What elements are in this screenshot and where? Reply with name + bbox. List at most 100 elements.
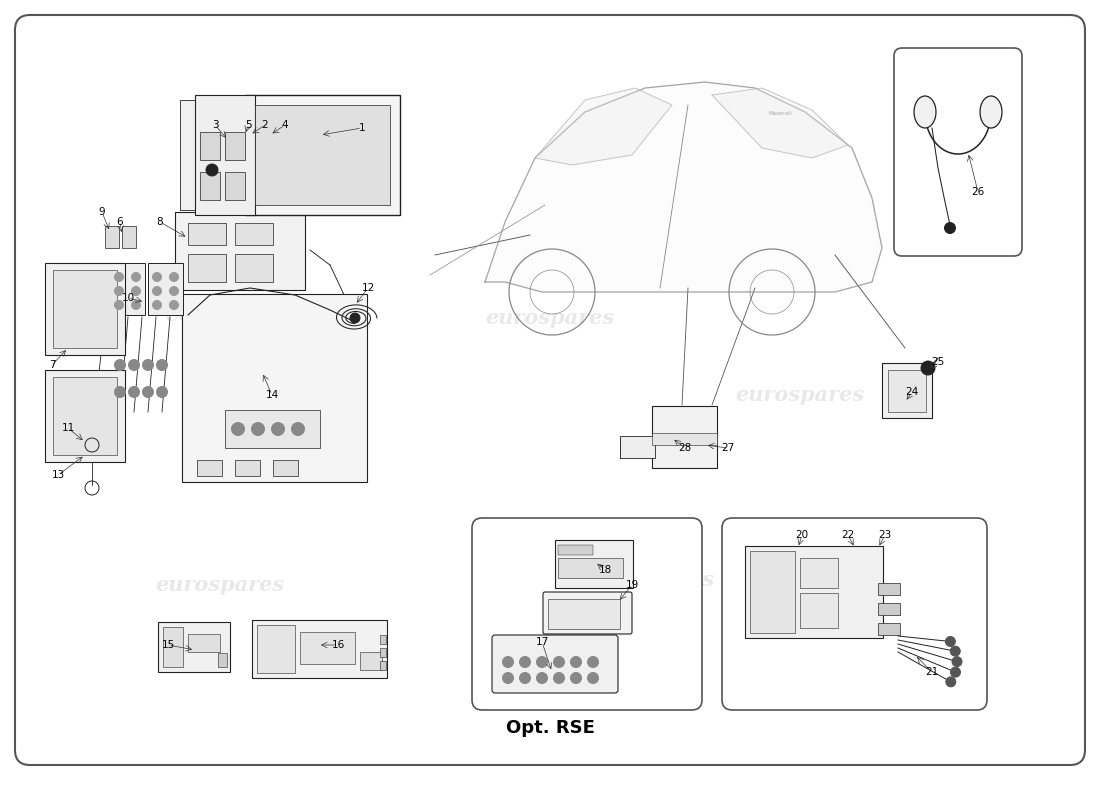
Circle shape [571,657,582,667]
Text: 5: 5 [244,120,251,130]
Bar [180,100,198,210]
Circle shape [132,301,141,310]
Circle shape [114,273,123,282]
Circle shape [553,673,564,683]
Circle shape [114,359,125,370]
Circle shape [132,273,141,282]
Bar [182,294,367,482]
Bar [548,599,620,629]
Bar [556,540,632,588]
Bar [226,132,245,160]
Bar [122,226,136,248]
Bar [878,583,900,595]
Bar [620,436,654,458]
Circle shape [114,301,123,310]
Circle shape [950,667,960,677]
Bar [257,625,295,673]
Circle shape [169,286,178,295]
Circle shape [114,286,123,295]
Bar [218,653,227,667]
Text: eurospares: eurospares [736,385,865,405]
Text: 4: 4 [282,120,288,130]
Circle shape [231,422,244,435]
Polygon shape [712,88,848,158]
Bar [235,223,273,245]
Ellipse shape [980,96,1002,128]
Text: 26: 26 [971,187,984,197]
Circle shape [537,673,548,683]
Bar [878,603,900,615]
Text: 17: 17 [536,637,549,647]
Bar [379,661,386,670]
Bar [235,254,273,282]
Bar [652,406,717,468]
Circle shape [952,657,962,666]
Bar [200,132,220,160]
Text: 25: 25 [932,357,945,367]
Circle shape [252,422,264,435]
Bar [45,263,125,355]
Circle shape [153,273,162,282]
Circle shape [503,673,514,683]
Text: Opt. RSE: Opt. RSE [506,719,594,737]
Bar [200,172,220,200]
Bar [800,558,838,588]
Bar [226,172,245,200]
Text: 8: 8 [156,217,163,227]
Bar [360,652,382,670]
Polygon shape [485,82,882,292]
Circle shape [129,386,140,398]
Bar [104,226,119,248]
Bar [888,370,926,412]
Circle shape [292,422,305,435]
Bar [652,433,717,445]
Circle shape [553,657,564,667]
Text: 18: 18 [598,565,612,575]
Circle shape [503,657,514,667]
Text: 24: 24 [905,387,918,397]
Bar [379,635,386,644]
Circle shape [537,657,548,667]
Bar [878,623,900,635]
Bar [163,627,183,667]
Text: eurospares: eurospares [585,570,715,590]
Bar [750,551,795,633]
Text: eurospares: eurospares [485,308,615,328]
Text: 7: 7 [48,360,55,370]
Bar [235,460,260,476]
Circle shape [945,222,956,234]
Text: 9: 9 [99,207,106,217]
Circle shape [153,301,162,310]
Bar [252,620,387,678]
Bar [148,263,183,315]
Bar [53,377,117,455]
Bar [158,622,230,672]
Text: 11: 11 [62,423,75,433]
Text: Maserati: Maserati [768,111,792,116]
Bar [558,558,623,578]
Text: 28: 28 [679,443,692,453]
Circle shape [153,286,162,295]
Circle shape [571,673,582,683]
Text: 22: 22 [842,530,855,540]
Bar [273,460,298,476]
Bar [188,634,220,652]
Circle shape [272,422,285,435]
Text: 2: 2 [262,120,268,130]
Text: 3: 3 [211,120,218,130]
Ellipse shape [914,96,936,128]
Text: 10: 10 [121,293,134,303]
Text: 20: 20 [795,530,808,540]
Text: 15: 15 [162,640,175,650]
Bar [558,545,593,555]
Text: 12: 12 [362,283,375,293]
Circle shape [950,646,960,656]
Text: 1: 1 [359,123,365,133]
Bar [175,212,305,290]
Bar [745,546,883,638]
Circle shape [206,164,218,176]
Text: eurospares: eurospares [155,575,285,595]
FancyBboxPatch shape [15,15,1085,765]
FancyBboxPatch shape [543,592,632,634]
Bar [300,632,355,664]
